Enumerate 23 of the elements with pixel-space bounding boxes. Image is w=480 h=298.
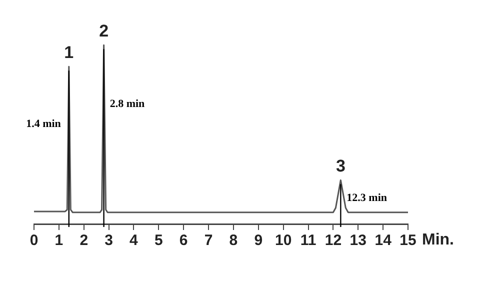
x-tick-label: 0: [30, 232, 38, 250]
x-tick-label: 15: [400, 232, 416, 250]
annotation: 2: [99, 21, 109, 40]
x-tick-label: 4: [130, 232, 139, 250]
ref-line-label: 2.8 min: [110, 98, 145, 110]
x-tick-label: 1: [54, 232, 64, 250]
x-tick-label: 13: [350, 232, 366, 250]
x-tick-label: 12: [324, 232, 342, 250]
x-tick-label: 6: [179, 232, 188, 250]
x-tick-label: 9: [254, 232, 263, 250]
annotation: 1: [64, 42, 74, 62]
annotation: 3: [336, 156, 346, 176]
ref-line-label: 12.3 min: [346, 192, 388, 204]
x-tick-label: 11: [300, 232, 316, 250]
x-tick-label: 3: [104, 232, 113, 250]
x-tick-label: 7: [204, 232, 213, 250]
x-axis-title: Min.: [422, 231, 454, 248]
x-tick-label: 8: [229, 232, 238, 250]
ref-line-label: 1.4 min: [26, 118, 61, 130]
x-tick-label: 10: [274, 232, 292, 250]
x-tick-label: 14: [374, 232, 392, 250]
x-tick-label: 2: [80, 232, 88, 250]
x-tick-label: 5: [154, 232, 163, 250]
